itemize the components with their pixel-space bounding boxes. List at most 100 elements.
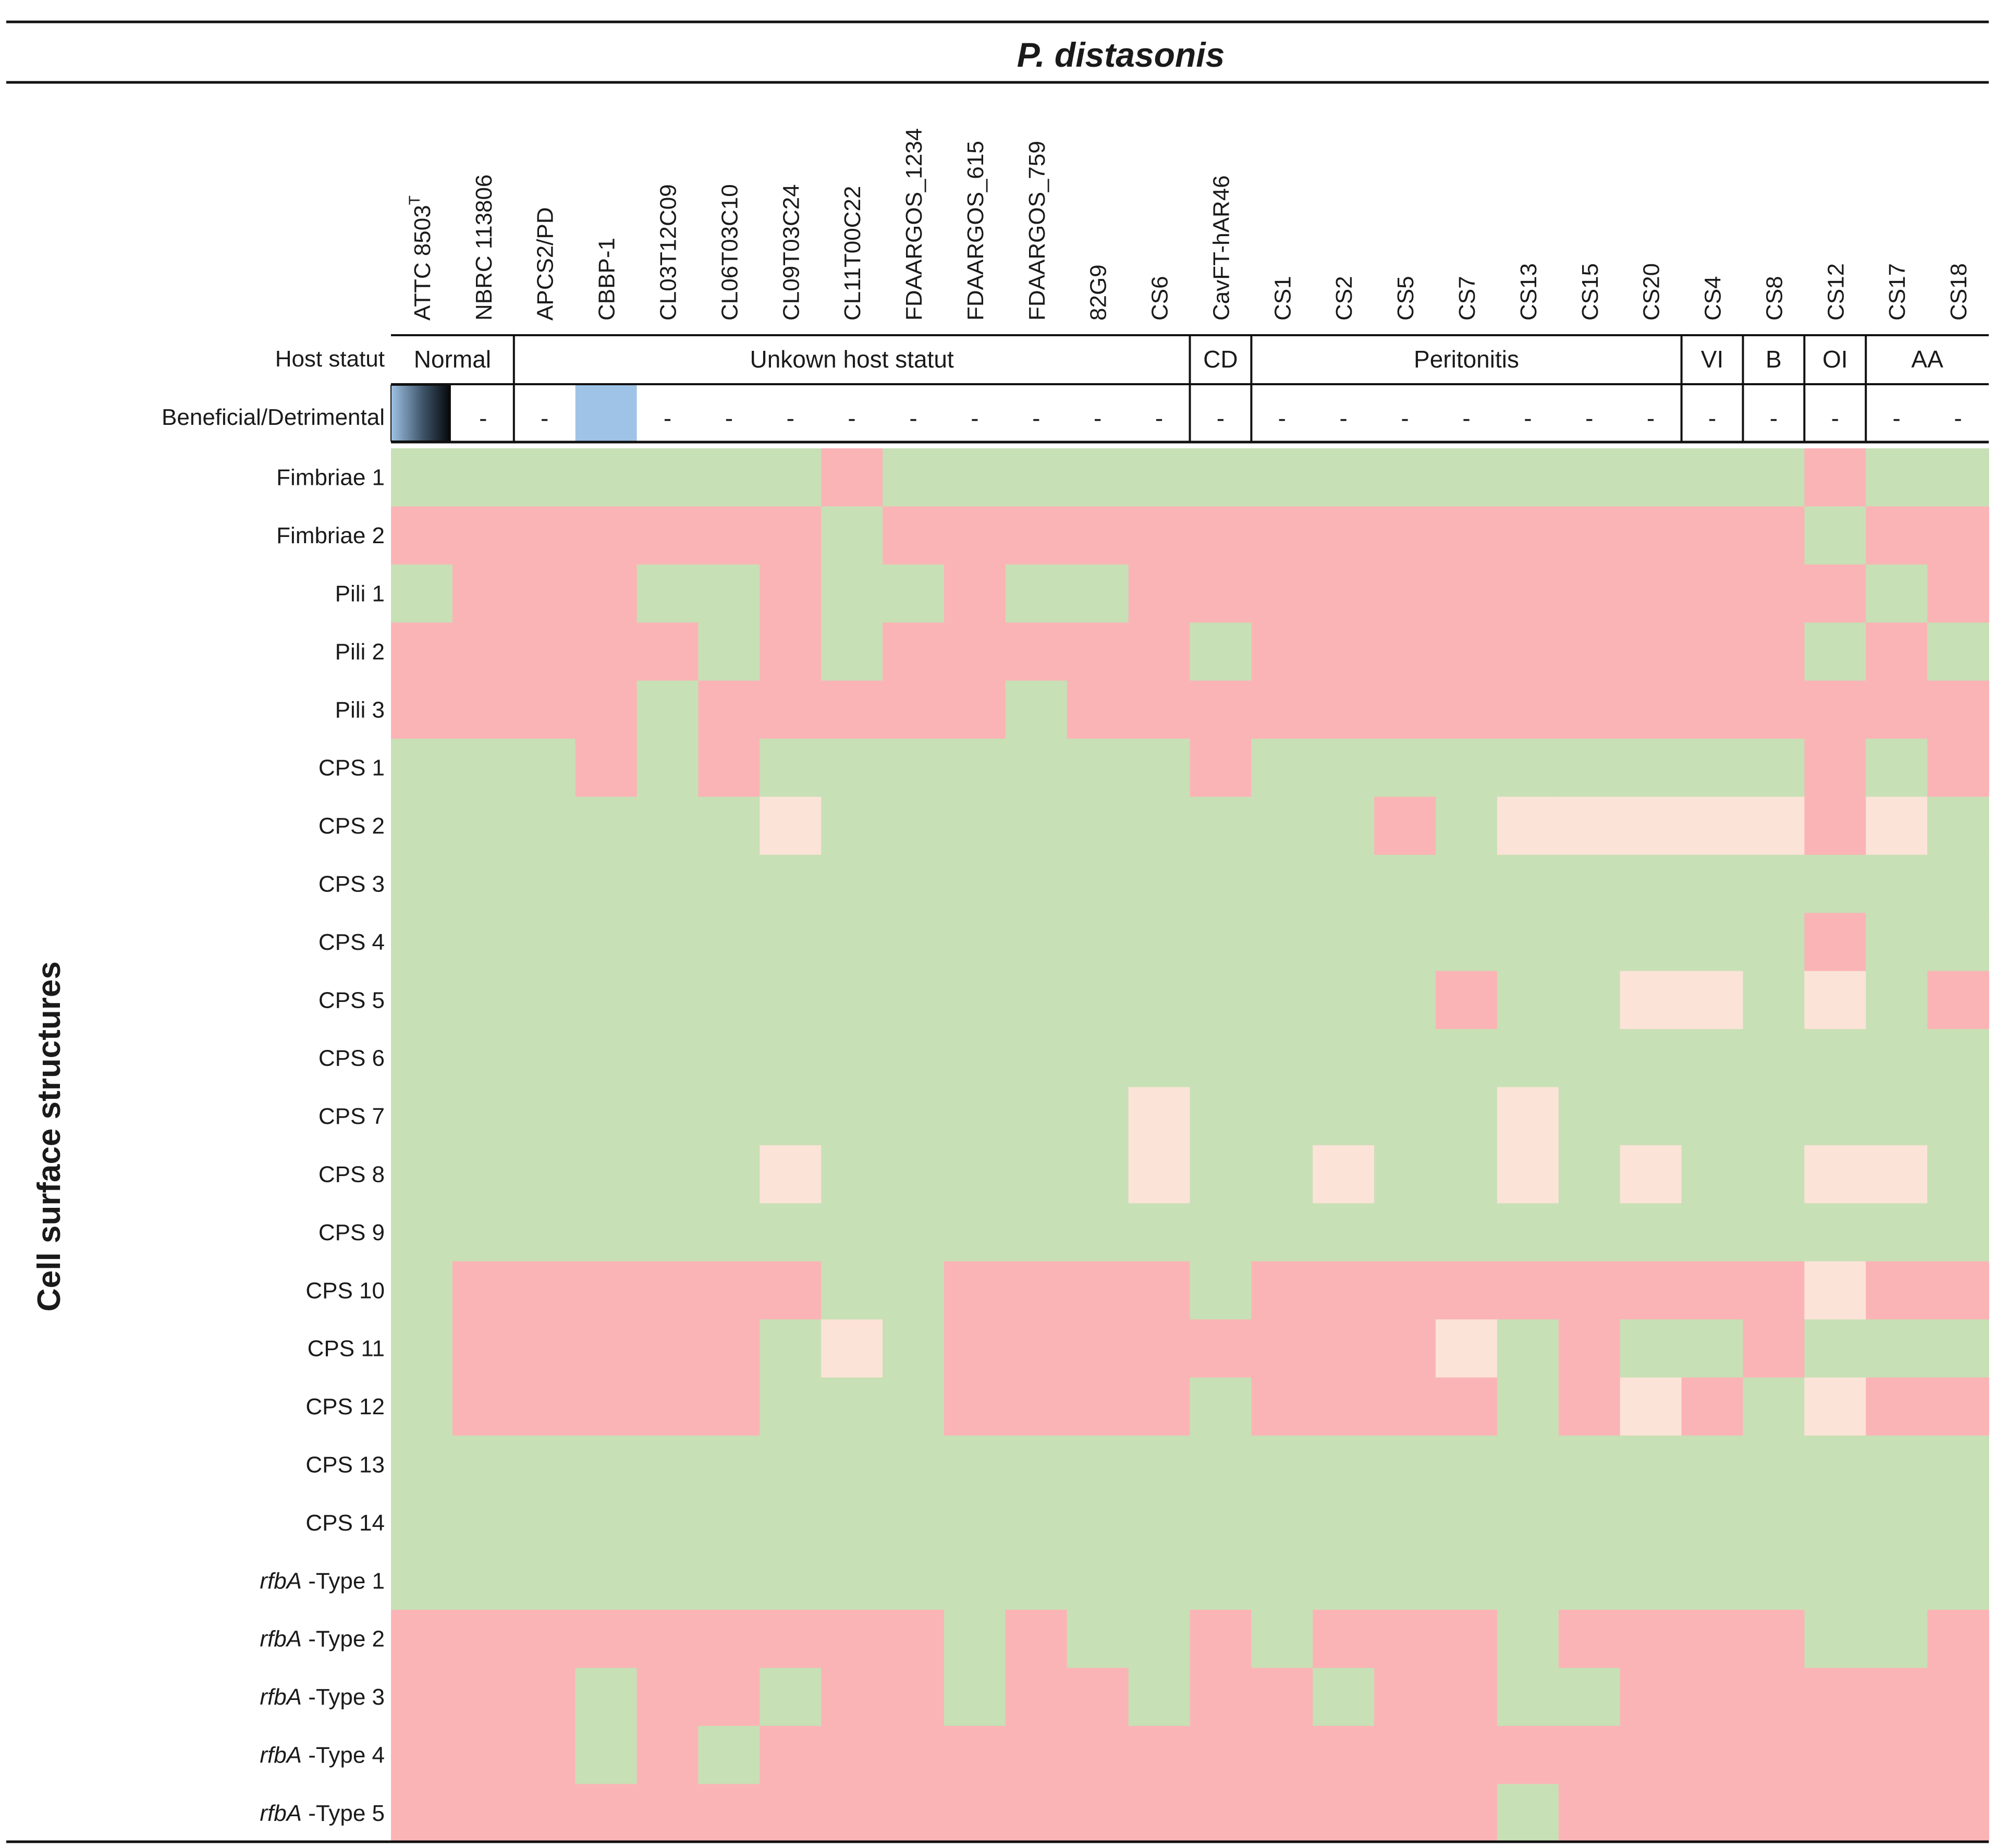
- heatmap-cell: [1251, 1668, 1314, 1727]
- heatmap-row: [391, 506, 1989, 565]
- heatmap-cell: [883, 1435, 945, 1494]
- heatmap-cell: [513, 564, 576, 623]
- heatmap-cell: [1620, 913, 1682, 972]
- heatmap-cell: [698, 448, 761, 507]
- heatmap-cell: [452, 1029, 515, 1088]
- heatmap-cell: [452, 1087, 515, 1146]
- heatmap-cell: [637, 854, 699, 913]
- heatmap-cell: [1681, 739, 1744, 798]
- heatmap-cell: [1804, 739, 1867, 798]
- heatmap-cell: [1681, 680, 1744, 739]
- heatmap-cell: [1128, 1261, 1191, 1320]
- heatmap-cell: [760, 1203, 822, 1262]
- heatmap-cell: [1558, 1610, 1621, 1669]
- heatmap-cell: [1436, 1319, 1498, 1378]
- heatmap-cell: [391, 448, 453, 507]
- heatmap-row: [391, 971, 1989, 1030]
- heatmap-cell: [391, 622, 453, 681]
- strain-superscript: T: [406, 195, 423, 205]
- heatmap-cell: [1558, 1087, 1621, 1146]
- heatmap-cell: [1251, 1784, 1314, 1843]
- heatmap-cell: [1497, 1029, 1559, 1088]
- heatmap-cell: [1497, 1377, 1559, 1436]
- heatmap-row: [391, 854, 1989, 913]
- heatmap-cell: [1436, 1203, 1498, 1262]
- heatmap-cell: [1374, 1551, 1436, 1610]
- heatmap-cell: [637, 739, 699, 798]
- heatmap-cell: [1005, 564, 1068, 623]
- heatmap-cell: [1743, 971, 1805, 1030]
- heatmap-cell: [1128, 1725, 1191, 1784]
- heatmap-cell: [1558, 448, 1621, 507]
- heatmap-cell: [1497, 1435, 1559, 1494]
- heatmap-cell: [637, 1725, 699, 1784]
- beneficial-dash: -: [1401, 405, 1409, 432]
- heatmap-cell: [1681, 448, 1744, 507]
- heatmap-cell: [821, 854, 883, 913]
- heatmap-cell: [1128, 1610, 1191, 1669]
- heatmap-cell: [391, 506, 453, 565]
- heatmap-cell: [1497, 680, 1559, 739]
- heatmap-cell: [1620, 1435, 1682, 1494]
- strain-label: CavFT-hAR46: [1208, 175, 1234, 321]
- heatmap-cell: [391, 1610, 453, 1669]
- heatmap-cell: [452, 1145, 515, 1204]
- heatmap-cell: [1313, 506, 1375, 565]
- heatmap-cell: [1128, 971, 1191, 1030]
- strain-name: CL09T03C24: [778, 184, 804, 321]
- heatmap-row: [391, 1494, 1989, 1552]
- strain-label: CS7: [1454, 276, 1480, 321]
- heatmap-cell: [698, 1725, 761, 1784]
- heatmap-cell: [1374, 1319, 1436, 1378]
- heatmap-cell: [1497, 797, 1559, 855]
- heatmap-cell: [698, 913, 761, 972]
- heatmap-cell: [1190, 680, 1252, 739]
- heatmap-cell: [1128, 1668, 1191, 1727]
- beneficial-blue-cell: [575, 385, 637, 441]
- row-label-suffix: -Type 5: [302, 1801, 385, 1826]
- heatmap-cell: [1804, 1087, 1867, 1146]
- strain-label: CL11T00C22: [840, 186, 865, 321]
- heatmap-cell: [1190, 739, 1252, 798]
- heatmap-cell: [1313, 1494, 1375, 1552]
- heatmap-cell: [1927, 448, 1989, 507]
- heatmap-cell: [1067, 1668, 1129, 1727]
- heatmap-cell: [1681, 1087, 1744, 1146]
- heatmap-cell: [883, 1377, 945, 1436]
- heatmap-cell: [637, 564, 699, 623]
- heatmap-cell: [391, 854, 453, 913]
- heatmap-cell: [1374, 797, 1436, 855]
- heatmap-cell: [1681, 1203, 1744, 1262]
- heatmap-cell: [1497, 1203, 1559, 1262]
- heatmap-cell: [513, 680, 576, 739]
- beneficial-dash: -: [1770, 405, 1778, 432]
- strain-label: FDAARGOS_759: [1024, 141, 1050, 321]
- heatmap-cell: [1558, 1725, 1621, 1784]
- strain-name: CS12: [1823, 263, 1849, 321]
- heatmap-cell: [1927, 1261, 1989, 1320]
- heatmap-cell: [1927, 1087, 1989, 1146]
- heatmap-cell: [1067, 1377, 1129, 1436]
- heatmap-cell: [760, 1087, 822, 1146]
- heatmap-row: [391, 1087, 1989, 1146]
- heatmap-cell: [513, 1725, 576, 1784]
- heatmap-cell: [1497, 1087, 1559, 1146]
- heatmap-cell: [391, 1668, 453, 1727]
- heatmap-row: [391, 564, 1989, 623]
- strain-name: CS13: [1516, 263, 1541, 321]
- strain-label: CS1: [1270, 276, 1295, 321]
- heatmap-cell: [1313, 1610, 1375, 1669]
- heatmap-cell: [1190, 1261, 1252, 1320]
- row-label: CPS 8: [319, 1162, 385, 1188]
- heatmap-cell: [1005, 448, 1068, 507]
- heatmap-cell: [1497, 739, 1559, 798]
- heatmap-cell: [637, 1668, 699, 1727]
- heatmap-cell: [1436, 739, 1498, 798]
- heatmap-cell: [883, 1610, 945, 1669]
- heatmap-cell: [513, 1261, 576, 1320]
- heatmap-cell: [1620, 1551, 1682, 1610]
- heatmap-cell: [391, 797, 453, 855]
- heatmap-cell: [575, 1435, 638, 1494]
- heatmap-cell: [1190, 448, 1252, 507]
- strain-labels: ATTC 8503T NBRC 113806 APCS2/PD CBBP-1 CL03T…: [406, 128, 1972, 321]
